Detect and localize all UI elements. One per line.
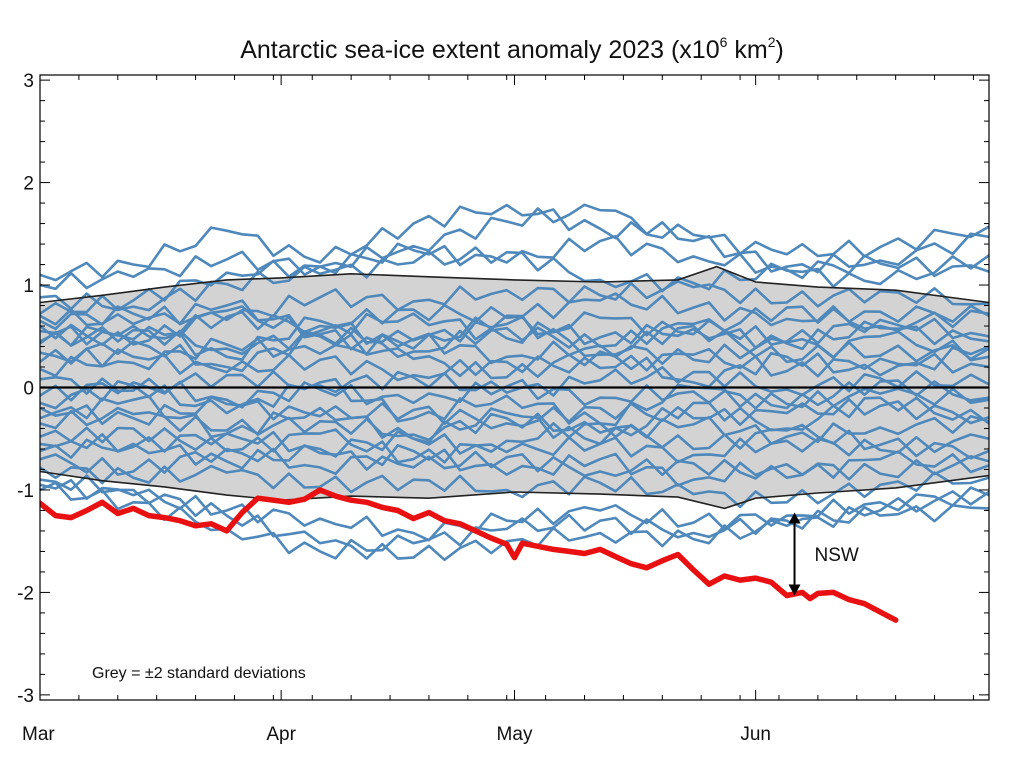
x-tick-label: Jun — [740, 724, 771, 745]
title-exponent-1: 6 — [720, 34, 728, 50]
historical-year-line — [40, 474, 989, 562]
plot-area — [40, 203, 989, 623]
y-tick-label: 3 — [23, 71, 34, 92]
y-tick-label: 2 — [23, 174, 34, 195]
historical-year-line — [40, 429, 989, 464]
historical-year-line — [40, 305, 989, 359]
band-lower-edge — [40, 470, 989, 510]
x-tick-label: Mar — [22, 724, 55, 745]
axes: 3 2 1 0 -1 -2 -3 Mar Apr May Jun — [17, 71, 990, 745]
title-end: ) — [775, 36, 783, 64]
historical-year-line — [40, 235, 989, 315]
historical-year-line — [40, 314, 989, 364]
historical-year-line — [40, 365, 989, 397]
y-tick-label: 0 — [23, 379, 34, 400]
historical-year-line — [40, 315, 989, 356]
band-note: Grey = ±2 standard deviations — [92, 665, 306, 682]
title-exponent-2: 2 — [768, 34, 776, 50]
y-tick-label: -1 — [17, 481, 34, 502]
historical-year-line — [40, 377, 989, 427]
nsw-label: NSW — [815, 545, 859, 566]
historical-year-line — [40, 203, 989, 291]
y-tick-label: -3 — [17, 686, 34, 707]
historical-year-line — [40, 481, 989, 560]
x-tick-label: Apr — [266, 724, 296, 745]
historical-year-line — [40, 299, 989, 345]
historical-year-line — [40, 347, 989, 382]
historical-year-line — [40, 203, 989, 282]
nsw-arrow-head-up — [788, 512, 801, 524]
historical-year-line — [40, 443, 989, 487]
y-tick-label: 1 — [23, 276, 34, 297]
historical-year-line — [40, 464, 989, 509]
nsw-arrow-head-down — [788, 584, 801, 596]
historical-year-line — [40, 394, 989, 446]
y-tick-label: -2 — [17, 583, 34, 604]
annotations: Grey = ±2 standard deviations NSW — [92, 512, 859, 682]
title-main: Antarctic sea-ice extent anomaly 2023 (x… — [240, 36, 719, 64]
x-tick-label: May — [497, 724, 533, 745]
chart-title: Antarctic sea-ice extent anomaly 2023 (x… — [240, 34, 784, 64]
historical-year-line — [40, 422, 989, 464]
band-upper-edge — [40, 265, 989, 304]
historical-year-line — [40, 331, 989, 389]
historical-year-line — [40, 246, 989, 312]
historical-year-line — [40, 292, 989, 346]
title-mid: km — [727, 36, 767, 64]
series-2023-line — [40, 487, 899, 623]
